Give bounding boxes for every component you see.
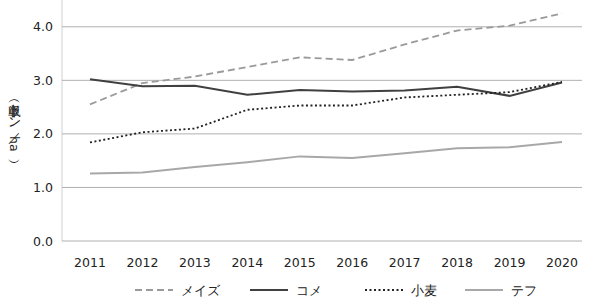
grid-line	[62, 187, 582, 188]
x-tick-label: 2019	[494, 255, 526, 270]
legend-swatch	[465, 289, 503, 291]
y-tick-label: 2.0	[33, 126, 53, 141]
y-axis-label: 単収（トン／ha）	[7, 95, 22, 163]
chart: 0.0 1.0 2.0 3.0 4.0 単収（トン／ha） 2011 2012 2013 2014…	[0, 0, 589, 299]
series-line	[90, 82, 562, 143]
x-tick-label: 2020	[546, 255, 578, 270]
x-tick-label: 2012	[127, 255, 159, 270]
plot-area	[90, 13, 562, 173]
y-tick-label: 1.0	[33, 180, 53, 195]
x-tick-label: 2014	[231, 255, 263, 270]
x-tick-label: 2013	[179, 255, 211, 270]
y-tick-label: 4.0	[33, 19, 53, 34]
x-tick-label: 2011	[74, 255, 106, 270]
grid-line	[62, 241, 582, 242]
y-tick-label: 3.0	[33, 73, 53, 88]
legend-label: コメ	[296, 283, 322, 298]
x-tick-label: 2017	[389, 255, 421, 270]
legend-swatch	[365, 289, 403, 291]
legend-swatch	[250, 289, 288, 291]
x-tick-label: 2016	[336, 255, 368, 270]
series-line	[90, 13, 562, 104]
x-tick-label: 2015	[284, 255, 316, 270]
legend-label: 小麦	[411, 283, 437, 298]
legend-swatch	[135, 289, 173, 291]
y-axis-line	[62, 0, 63, 241]
y-tick-label: 0.0	[33, 234, 53, 249]
x-tick-label: 2018	[441, 255, 473, 270]
legend-label: メイズ	[181, 283, 221, 298]
legend: メイズ コメ 小麦 テフ	[135, 283, 537, 298]
series-line	[90, 142, 562, 174]
grid-line	[62, 80, 582, 81]
legend-label: テフ	[511, 283, 537, 298]
